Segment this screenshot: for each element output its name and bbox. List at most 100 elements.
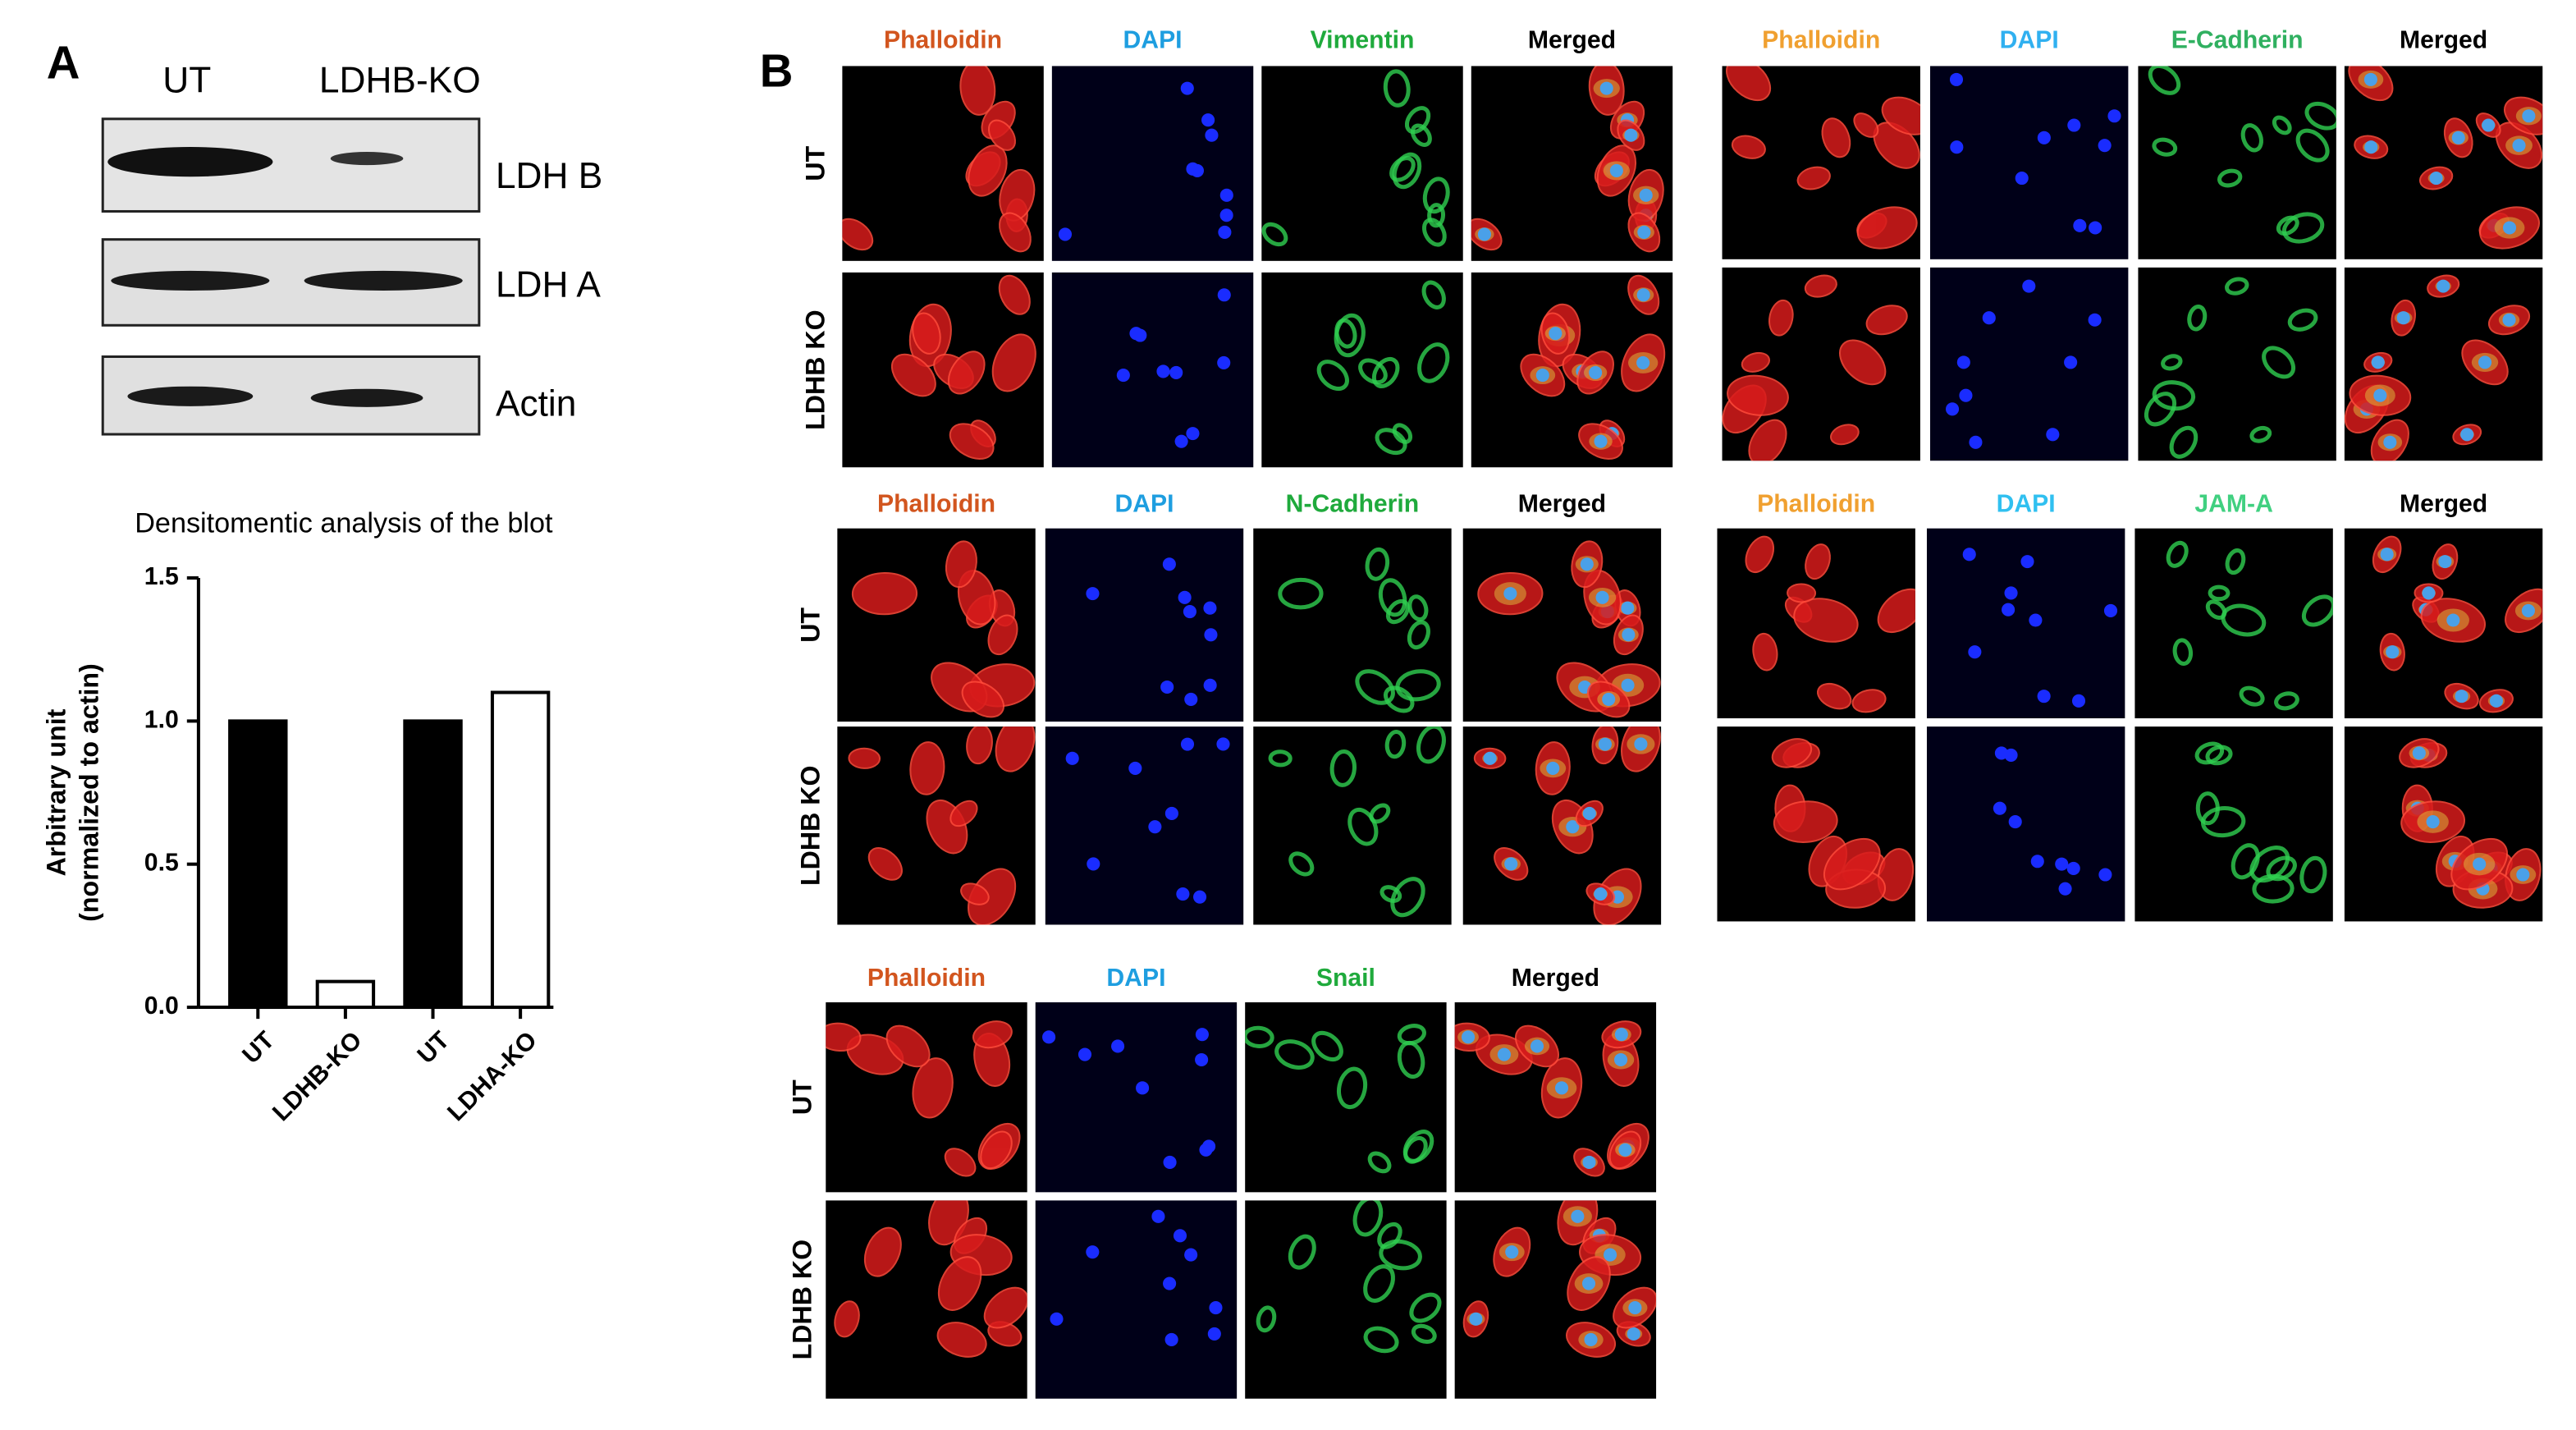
nucleus bbox=[1169, 365, 1183, 379]
nucleus bbox=[1549, 327, 1563, 341]
cells bbox=[1477, 540, 1661, 718]
nucleus bbox=[2396, 311, 2410, 325]
nucleus bbox=[1949, 72, 1964, 86]
channel-header: Phalloidin bbox=[884, 26, 1002, 53]
micrograph-bg bbox=[1926, 726, 2125, 922]
cells bbox=[1245, 1024, 1434, 1174]
micrograph bbox=[1261, 66, 1463, 261]
cells bbox=[1462, 1200, 1657, 1358]
cell-marker bbox=[2304, 101, 2336, 131]
cell-marker bbox=[1409, 1292, 1442, 1323]
cell-marker bbox=[1407, 594, 1429, 622]
cell-marker bbox=[2301, 594, 2333, 627]
cell-marker bbox=[2225, 548, 2246, 575]
nucleus bbox=[2502, 221, 2517, 235]
cell-marker bbox=[1380, 885, 1402, 903]
nucleus bbox=[1184, 692, 1198, 706]
nucleus bbox=[1604, 1248, 1617, 1262]
y-tick-label: 0.5 bbox=[144, 850, 179, 877]
nucleus bbox=[1618, 1143, 1632, 1157]
cell-actin bbox=[1856, 206, 1918, 250]
cell-marker bbox=[2262, 346, 2296, 379]
nucleus bbox=[2455, 690, 2468, 704]
nucleus bbox=[2088, 313, 2102, 327]
nucleus bbox=[1968, 645, 1982, 659]
cell-marker bbox=[1392, 423, 1413, 444]
nucleus bbox=[1636, 288, 1650, 302]
micrograph bbox=[1261, 272, 1463, 468]
cells bbox=[1050, 1209, 1223, 1347]
nucleus bbox=[2426, 815, 2440, 829]
nucleus bbox=[1199, 1143, 1213, 1157]
nucleus bbox=[1136, 1081, 1150, 1095]
nucleus bbox=[1530, 1039, 1544, 1053]
nucleus bbox=[2380, 548, 2394, 561]
nucleus bbox=[1566, 820, 1580, 834]
micrograph bbox=[1722, 267, 1920, 461]
nucleus bbox=[1614, 1052, 1628, 1067]
cell-marker bbox=[1383, 69, 1411, 108]
band-label: LDH B bbox=[496, 156, 602, 196]
cell-marker bbox=[1316, 360, 1349, 392]
cell-actin bbox=[1881, 96, 1920, 135]
nucleus bbox=[1477, 227, 1491, 241]
nucleus bbox=[2522, 109, 2536, 123]
cell-marker bbox=[1392, 152, 1422, 190]
cell-actin bbox=[998, 274, 1031, 315]
micrograph bbox=[1045, 726, 1244, 925]
nucleus bbox=[1180, 81, 1194, 95]
nucleus bbox=[2412, 746, 2426, 760]
channel-header: DAPI bbox=[1997, 491, 2056, 518]
nucleus bbox=[1950, 140, 1964, 154]
micrograph-bg bbox=[2134, 726, 2333, 922]
nucleus bbox=[2098, 868, 2112, 882]
micrograph bbox=[1471, 66, 1673, 261]
cell-marker bbox=[1365, 547, 1390, 581]
cell-marker bbox=[1379, 1239, 1422, 1271]
micrograph bbox=[2134, 726, 2333, 922]
nucleus bbox=[1497, 1047, 1511, 1061]
micrograph bbox=[1471, 272, 1673, 468]
cells bbox=[834, 1200, 1027, 1358]
nucleus bbox=[1204, 628, 1218, 642]
nucleus bbox=[2046, 428, 2060, 442]
cells bbox=[1471, 66, 1664, 253]
nucleus bbox=[1595, 590, 1609, 604]
channel-header: Phalloidin bbox=[867, 965, 986, 992]
nucleus bbox=[1078, 1047, 1092, 1061]
channel-header: Merged bbox=[2400, 491, 2487, 518]
nucleus bbox=[2383, 435, 2397, 449]
cell-marker bbox=[1421, 280, 1446, 309]
cell-actin bbox=[936, 1322, 987, 1358]
nucleus bbox=[1584, 1332, 1598, 1347]
nucleus bbox=[2451, 131, 2465, 144]
band bbox=[304, 270, 463, 291]
nucleus bbox=[1580, 557, 1594, 571]
cell-actin bbox=[909, 741, 945, 795]
nucleus bbox=[1634, 737, 1648, 751]
band bbox=[330, 152, 404, 166]
nucleus bbox=[1190, 163, 1204, 177]
cells bbox=[1065, 737, 1230, 904]
cell-marker bbox=[1378, 578, 1407, 617]
nucleus bbox=[1602, 692, 1616, 706]
cells bbox=[2372, 535, 2543, 713]
nucleus bbox=[2066, 861, 2080, 875]
cell-marker bbox=[1427, 203, 1446, 228]
cell-marker bbox=[1369, 803, 1391, 824]
cell-marker bbox=[1288, 1234, 1316, 1270]
nucleus bbox=[1160, 680, 1174, 694]
nucleus bbox=[1058, 227, 1072, 241]
cell-marker bbox=[2221, 603, 2267, 637]
nucleus bbox=[1609, 163, 1623, 177]
nucleus bbox=[2364, 140, 2378, 154]
nucleus bbox=[1184, 1248, 1198, 1262]
micrograph bbox=[1462, 528, 1662, 722]
cell-actin bbox=[1787, 583, 1817, 603]
cell-marker bbox=[1397, 1024, 1426, 1046]
cells bbox=[1042, 1028, 1216, 1169]
blot bbox=[101, 117, 481, 436]
nucleus bbox=[1461, 1030, 1476, 1044]
cell-marker bbox=[1417, 342, 1450, 383]
micrograph bbox=[2138, 66, 2336, 259]
